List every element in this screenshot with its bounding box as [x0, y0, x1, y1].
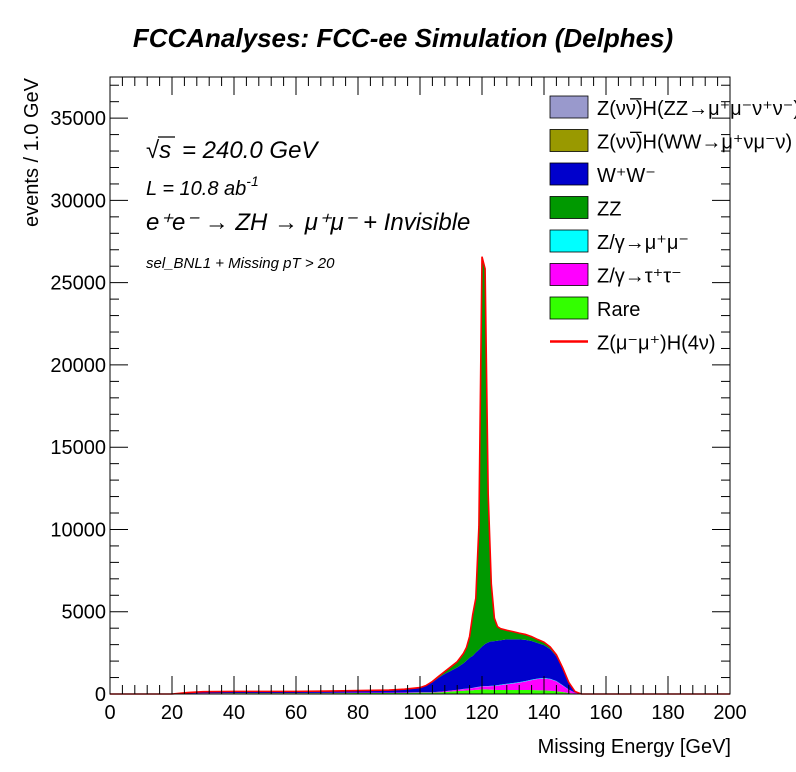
chart-title: FCCAnalyses: FCC-ee Simulation (Delphes): [133, 23, 673, 53]
sqrt-s-symbol: √s: [146, 137, 171, 164]
legend-item-0: Z(νν̅)H(ZZ→μ⁺μ⁻ν⁺ν⁻): [549, 95, 796, 120]
legend-swatch: [549, 296, 589, 320]
legend-label: Z(μ⁻μ⁺)H(4ν): [597, 333, 716, 355]
legend-item-1: Z(νν̅)H(WW→μ⁺νμ⁻ν): [549, 129, 792, 154]
lumi-label: L = 10.8 ab-1: [146, 173, 259, 200]
energy-label: = 240.0 GeV: [182, 137, 319, 164]
x-tick-label: 60: [285, 702, 307, 724]
y-tick-label: 15000: [50, 437, 106, 459]
legend-label: Z(νν̅)H(WW→μ⁺νμ⁻ν): [597, 131, 792, 154]
x-tick-label: 140: [527, 702, 560, 724]
legend-label: Z/γ→τ⁺τ⁻: [597, 266, 682, 288]
legend-label: Z/γ→μ⁺μ⁻: [597, 232, 689, 254]
stack-area-zz: [110, 256, 730, 694]
lumi-base: L = 10.8 ab: [146, 178, 246, 200]
y-tick-label: 20000: [50, 355, 106, 377]
y-tick-label: 35000: [50, 108, 106, 130]
y-tick-label: 0: [95, 684, 106, 706]
legend-item-7: Z(μ⁻μ⁺)H(4ν): [550, 333, 716, 355]
stack-area-z-h-ww: [110, 256, 730, 694]
lumi-exp: -1: [246, 173, 258, 189]
y-tick-label: 30000: [50, 190, 106, 212]
x-tick-label: 20: [161, 702, 183, 724]
y-axis-label: events / 1.0 GeV: [21, 77, 43, 227]
legend-item-5: Z/γ→τ⁺τ⁻: [549, 263, 682, 288]
legend-label: Z(νν̅)H(ZZ→μ⁺μ⁻ν⁺ν⁻): [597, 97, 796, 120]
legend-item-4: Z/γ→μ⁺μ⁻: [549, 229, 689, 254]
signal-line: [110, 256, 730, 695]
legend-label: W⁺W⁻: [597, 165, 656, 187]
y-axis: 0 5000 10000 15000 20000 25000 30000 35000: [50, 84, 730, 706]
x-tick-label: 100: [403, 702, 436, 724]
x-tick-label: 0: [104, 702, 115, 724]
x-axis: 0 20 40 60 80 100 120 140 160 180 200: [104, 77, 747, 724]
y-tick-label: 5000: [62, 602, 107, 624]
legend-item-3: ZZ: [549, 196, 621, 221]
legend-swatch: [549, 162, 589, 186]
legend-swatch: [549, 129, 589, 152]
legend-swatch: [549, 229, 589, 253]
stack-layer: [110, 256, 730, 694]
process-label: e⁺e⁻ → ZH → μ⁺μ⁻ + Invisible: [146, 209, 470, 236]
signal-layer: [110, 256, 730, 695]
y-tick-label: 25000: [50, 273, 106, 295]
annotations: √s = 240.0 GeV L = 10.8 ab-1 e⁺e⁻ → ZH →…: [146, 136, 470, 272]
legend: Z(νν̅)H(ZZ→μ⁺μ⁻ν⁺ν⁻) Z(νν̅)H(WW→μ⁺νμ⁻ν) W⁺…: [549, 95, 796, 355]
legend-item-2: W⁺W⁻: [549, 162, 656, 187]
selection-label: sel_BNL1 + Missing pT > 20: [146, 255, 335, 272]
legend-label: Rare: [597, 299, 640, 321]
x-tick-label: 120: [465, 702, 498, 724]
legend-item-6: Rare: [549, 296, 640, 321]
x-tick-label: 40: [223, 702, 245, 724]
x-tick-label: 180: [651, 702, 684, 724]
y-tick-label: 10000: [50, 519, 106, 541]
stack-area-z-h-zz: [110, 256, 730, 694]
legend-swatch: [549, 95, 589, 119]
x-axis-label: Missing Energy [GeV]: [538, 736, 731, 758]
x-tick-label: 80: [347, 702, 369, 724]
legend-swatch: [549, 263, 589, 286]
x-tick-label: 160: [589, 702, 622, 724]
legend-label: ZZ: [597, 199, 621, 221]
legend-swatch: [549, 196, 589, 219]
x-tick-label: 200: [713, 702, 746, 724]
